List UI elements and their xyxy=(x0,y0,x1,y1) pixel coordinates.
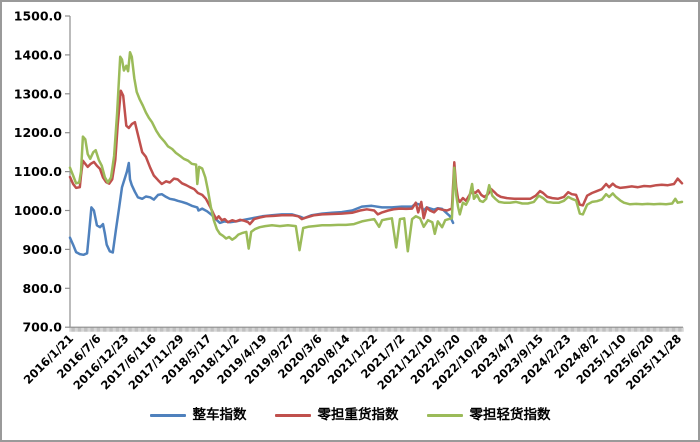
y-axis-label: 1000.0 xyxy=(14,203,63,218)
plot-svg: 1500.0 1400.0 1300.0 1200.0 1100.0 1000.0 900.… xyxy=(14,9,684,393)
legend-item-truckload: 整车指数 xyxy=(149,407,247,423)
legend-item-ltl-light: 零担轻货指数 xyxy=(426,407,551,423)
legend-line-swatch-truckload xyxy=(149,414,186,418)
series-line-0 xyxy=(68,161,455,257)
legend-line-swatch-ltl-heavy xyxy=(274,414,311,418)
legend-line-swatch-ltl-light xyxy=(426,414,463,418)
legend-label-ltl-heavy: 零担重货指数 xyxy=(317,407,399,423)
y-axis-label: 1100.0 xyxy=(14,164,63,179)
y-axis-label: 800.0 xyxy=(22,281,62,296)
legend: 整车指数 零担重货指数 零担轻货指数 xyxy=(2,407,698,423)
y-axis-label: 1200.0 xyxy=(14,125,63,140)
y-axis-label: 1500.0 xyxy=(14,9,63,24)
y-axis-label: 700.0 xyxy=(22,320,62,335)
y-axis-label: 1300.0 xyxy=(14,86,63,101)
legend-label-truckload: 整车指数 xyxy=(192,407,247,423)
legend-label-ltl-light: 零担轻货指数 xyxy=(469,407,551,423)
y-axis-label: 900.0 xyxy=(22,242,62,257)
series-line-1 xyxy=(68,89,684,226)
legend-item-ltl-heavy: 零担重货指数 xyxy=(274,407,399,423)
series-line-2 xyxy=(68,50,684,253)
x-axis-minor-ticks xyxy=(69,327,684,332)
y-axis-label: 1400.0 xyxy=(14,47,63,62)
